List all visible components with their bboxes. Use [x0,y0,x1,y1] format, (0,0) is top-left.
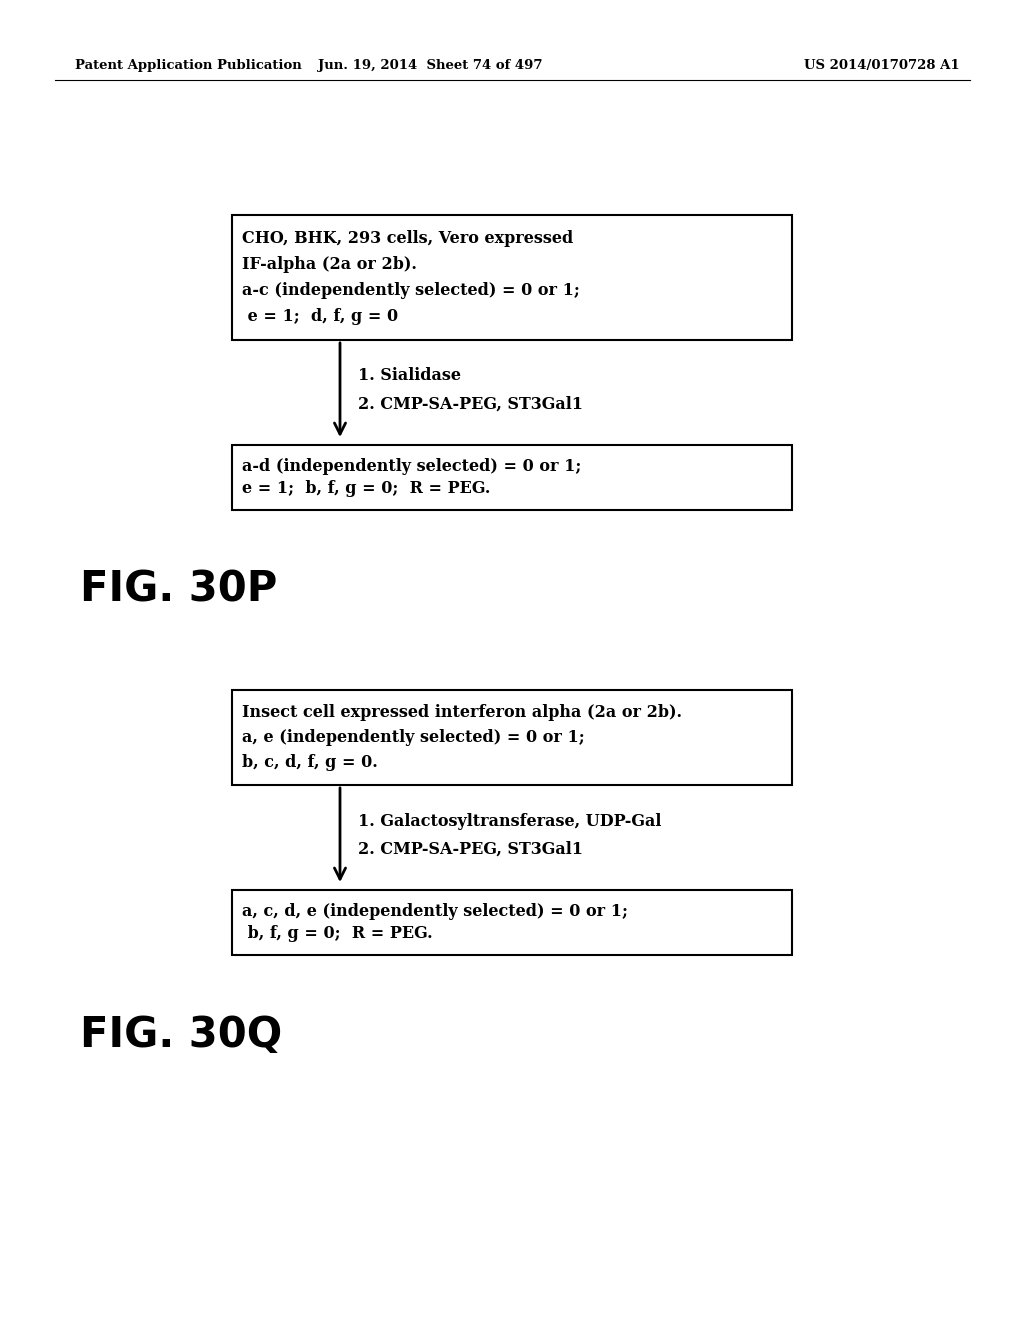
Text: b, f, g = 0;  R = PEG.: b, f, g = 0; R = PEG. [242,925,432,942]
Text: 1. Sialidase: 1. Sialidase [358,367,461,384]
Text: a, e (independently selected) = 0 or 1;: a, e (independently selected) = 0 or 1; [242,729,585,746]
Text: a-d (independently selected) = 0 or 1;: a-d (independently selected) = 0 or 1; [242,458,582,475]
Text: a, c, d, e (independently selected) = 0 or 1;: a, c, d, e (independently selected) = 0 … [242,903,628,920]
Bar [232,690,792,785]
Text: FIG. 30Q: FIG. 30Q [80,1014,283,1056]
Text: 2. CMP-SA-PEG, ST3Gal1: 2. CMP-SA-PEG, ST3Gal1 [358,841,583,858]
Text: a-c (independently selected) = 0 or 1;: a-c (independently selected) = 0 or 1; [242,282,580,300]
Text: b, c, d, f, g = 0.: b, c, d, f, g = 0. [242,754,378,771]
Text: e = 1;  b, f, g = 0;  R = PEG.: e = 1; b, f, g = 0; R = PEG. [242,480,490,498]
Text: e = 1;  d, f, g = 0: e = 1; d, f, g = 0 [242,309,398,325]
Text: Jun. 19, 2014  Sheet 74 of 497: Jun. 19, 2014 Sheet 74 of 497 [317,58,543,71]
Text: Insect cell expressed interferon alpha (2a or 2b).: Insect cell expressed interferon alpha (… [242,704,682,721]
Bar [232,215,792,341]
Text: FIG. 30P: FIG. 30P [80,569,278,611]
Text: IF-alpha (2a or 2b).: IF-alpha (2a or 2b). [242,256,417,273]
Text: 1. Galactosyltransferase, UDP-Gal: 1. Galactosyltransferase, UDP-Gal [358,813,662,829]
Text: US 2014/0170728 A1: US 2014/0170728 A1 [805,58,961,71]
Bar [232,890,792,954]
Text: CHO, BHK, 293 cells, Vero expressed: CHO, BHK, 293 cells, Vero expressed [242,230,573,247]
Bar [232,445,792,510]
Text: 2. CMP-SA-PEG, ST3Gal1: 2. CMP-SA-PEG, ST3Gal1 [358,396,583,412]
Text: Patent Application Publication: Patent Application Publication [75,58,302,71]
